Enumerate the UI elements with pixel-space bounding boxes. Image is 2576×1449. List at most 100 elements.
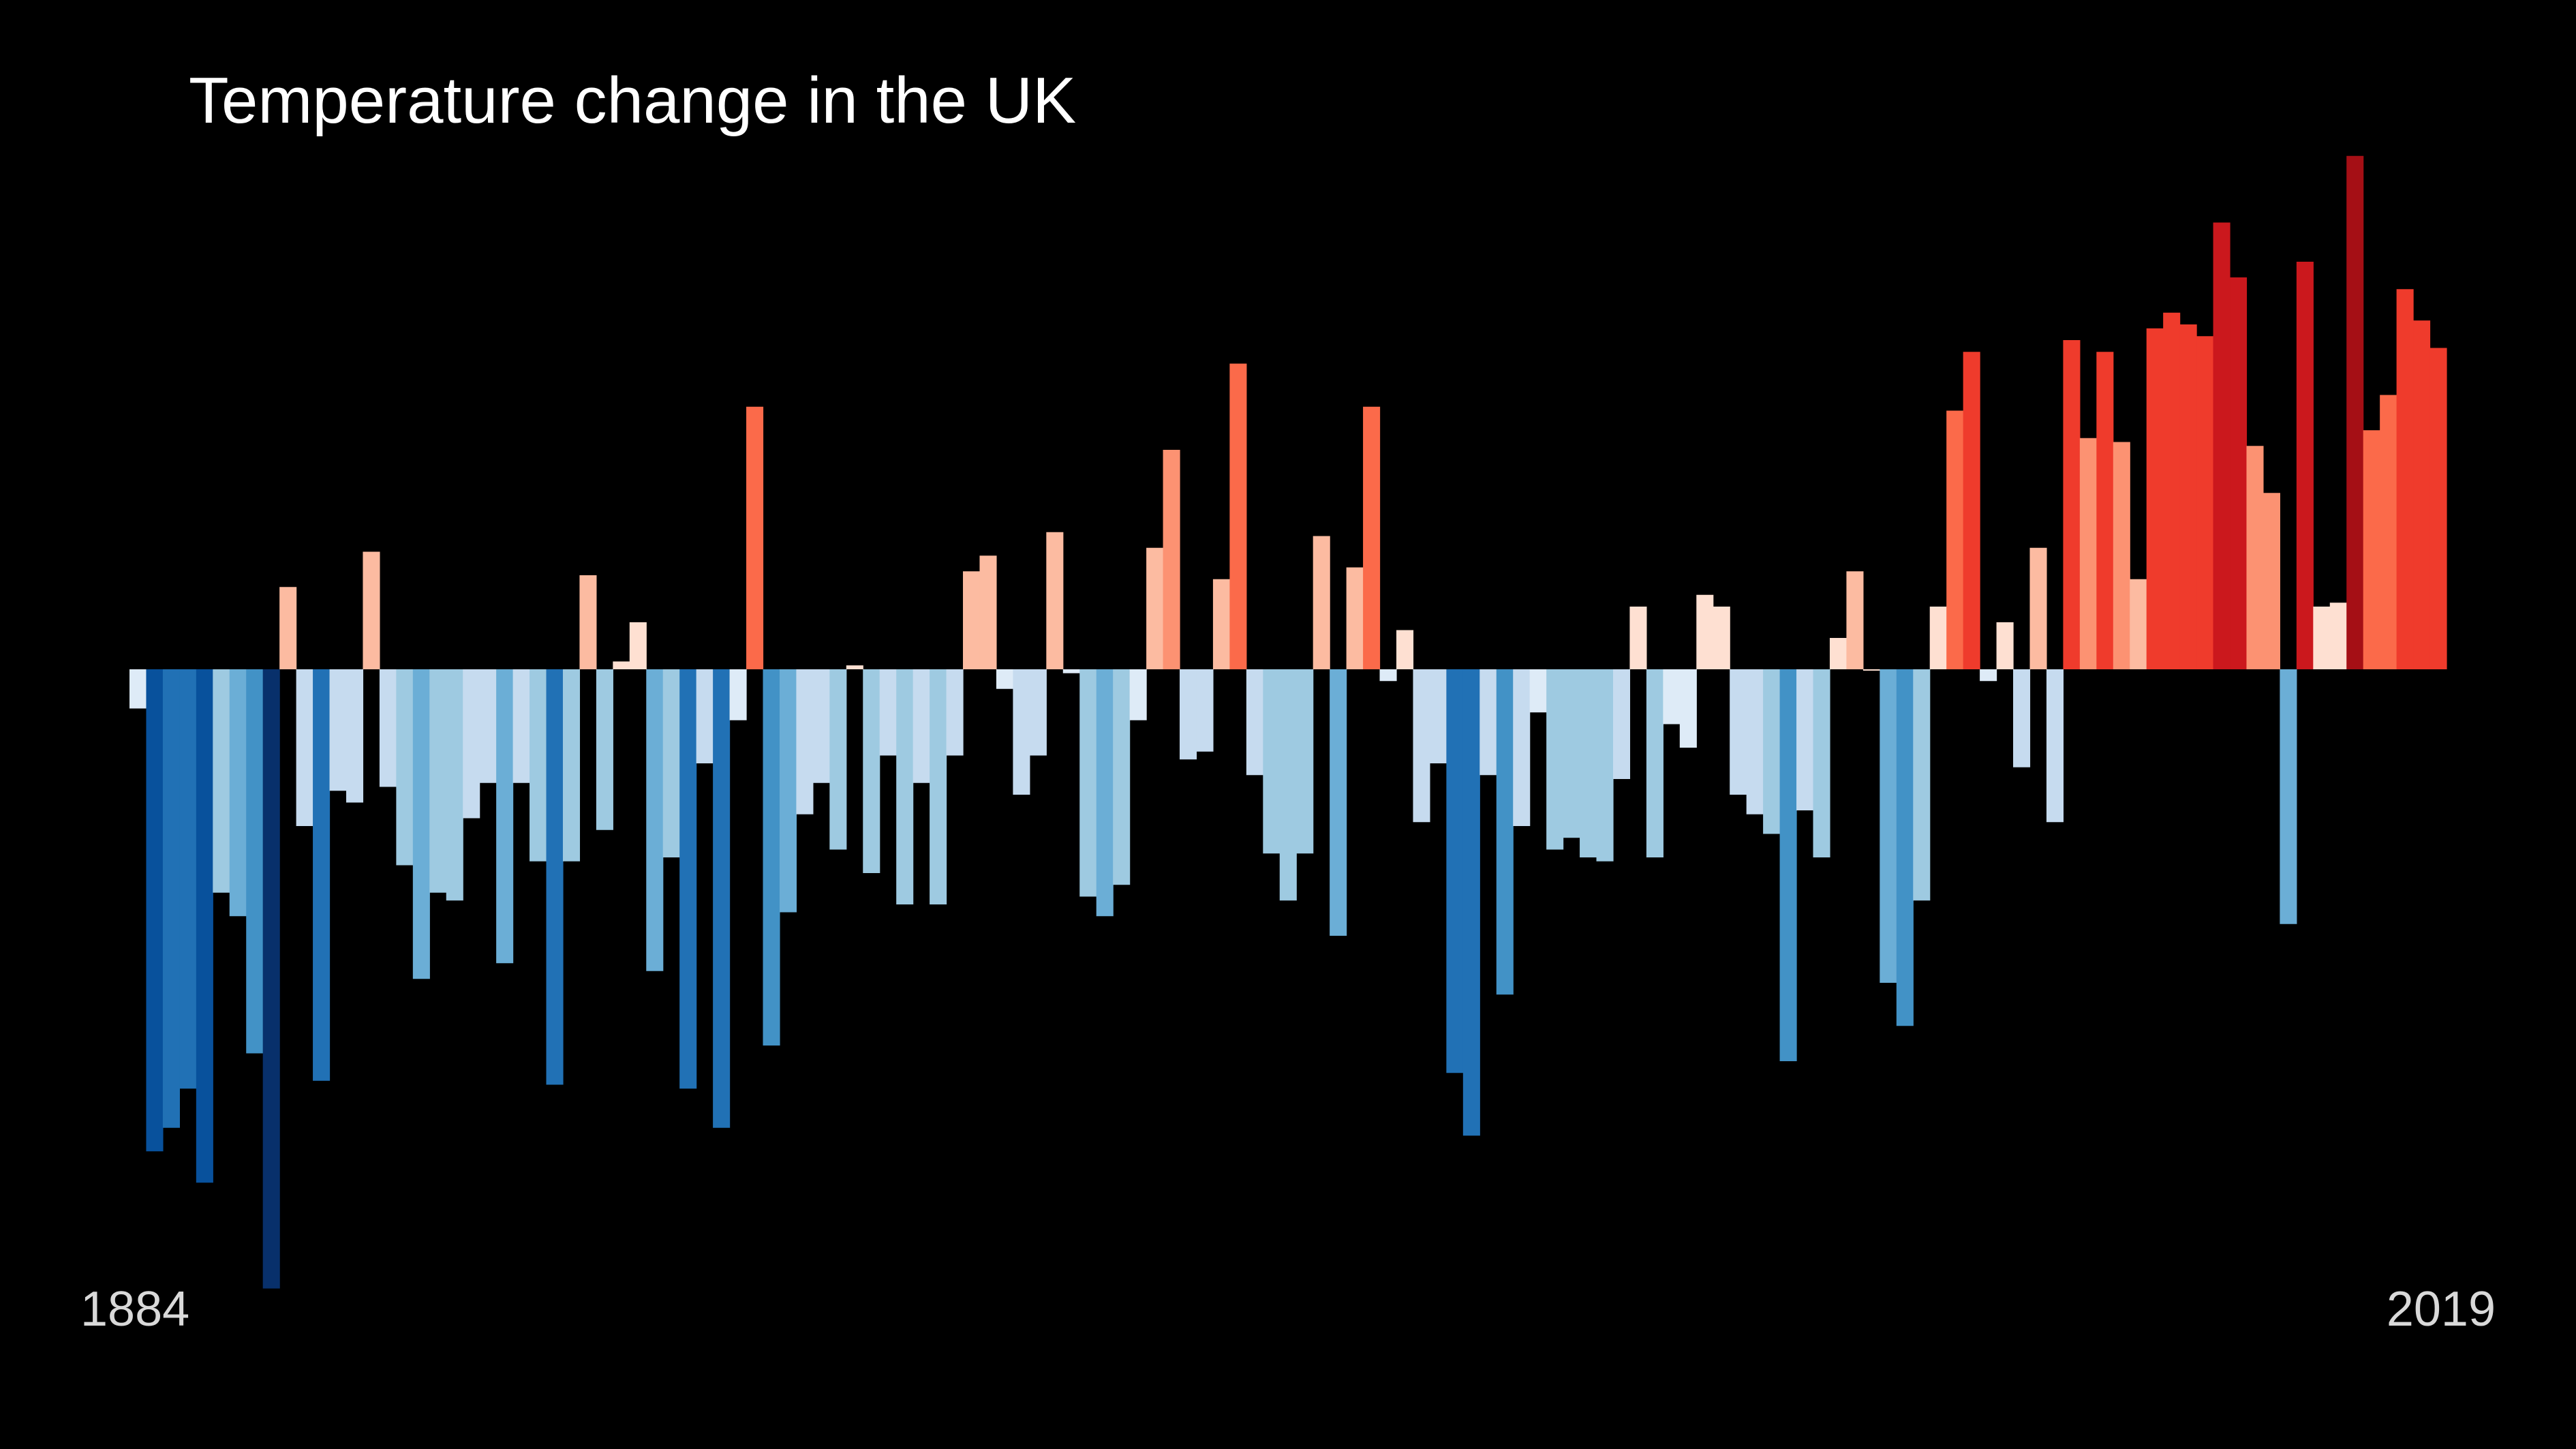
bar-1971 (1580, 669, 1597, 857)
bar-1977 (1679, 669, 1697, 748)
bar-1953 (1279, 669, 1297, 901)
bar-1967 (1513, 669, 1531, 826)
bar-1909 (546, 669, 564, 1085)
bar-1893 (279, 587, 297, 669)
bar-1919 (713, 669, 731, 1128)
bar-2022 (2429, 348, 2447, 669)
bar-1964 (1462, 669, 1480, 1136)
bar-1915 (646, 669, 664, 971)
bar-1982 (1763, 669, 1781, 834)
bar-1906 (496, 669, 514, 964)
bar-2009 (2213, 222, 2230, 669)
bar-1979 (1713, 607, 1730, 669)
bar-1913 (613, 661, 630, 669)
bar-1942 (1096, 669, 1114, 917)
chart-title: Temperature change in the UK (189, 64, 1077, 137)
x-end-label: 2019 (2386, 1282, 2496, 1337)
bar-1947 (1180, 669, 1197, 760)
bar-1916 (662, 669, 680, 857)
bar-2019 (2380, 395, 2397, 669)
bar-1898 (363, 551, 380, 669)
bar-1983 (1779, 669, 1797, 1061)
bar-1895 (313, 669, 331, 1081)
bar-2017 (2346, 155, 2364, 669)
bar-1933 (946, 669, 964, 756)
bar-1917 (679, 669, 697, 1089)
bar-1918 (696, 669, 714, 763)
bar-1934 (963, 571, 981, 669)
bar-2018 (2363, 430, 2380, 669)
bar-1914 (629, 622, 647, 669)
bar-1963 (1446, 669, 1464, 1073)
bar-1892 (262, 669, 280, 1289)
bar-1992 (1929, 607, 1947, 669)
bar-1998 (2029, 547, 2047, 669)
bar-1911 (579, 575, 597, 669)
bar-1889 (213, 669, 230, 893)
bar-1990 (1896, 669, 1914, 1026)
bar-1908 (530, 669, 547, 861)
bar-1986 (1829, 638, 1847, 669)
bar-1929 (879, 669, 897, 756)
bar-1985 (1813, 669, 1830, 857)
bar-1966 (1496, 669, 1514, 995)
bar-1924 (796, 669, 814, 814)
bar-1989 (1880, 669, 1897, 983)
bar-1941 (1079, 669, 1097, 897)
bar-1910 (562, 669, 581, 861)
bar-2003 (2113, 442, 2130, 669)
bar-1888 (196, 669, 213, 1183)
bar-2015 (2313, 607, 2331, 669)
bar-1999 (2046, 669, 2064, 823)
bar-1960 (1396, 630, 1414, 669)
bar-1930 (896, 669, 914, 904)
bar-1959 (1379, 669, 1397, 682)
bar-1943 (1113, 669, 1131, 885)
bar-2013 (2280, 669, 2297, 924)
bar-2016 (2329, 603, 2347, 669)
bar-2010 (2230, 277, 2248, 669)
bar-1975 (1646, 669, 1663, 857)
bars-group (129, 155, 2447, 1289)
bar-1961 (1413, 669, 1430, 823)
bar-1950 (1229, 363, 1247, 669)
bar-1946 (1163, 450, 1180, 669)
bar-1956 (1330, 669, 1347, 936)
bar-1921 (746, 406, 764, 669)
bar-1922 (763, 669, 780, 1046)
bar-1970 (1563, 669, 1580, 838)
bar-1980 (1730, 669, 1747, 795)
bar-1973 (1612, 669, 1631, 779)
bar-1903 (446, 669, 463, 901)
bar-1949 (1212, 579, 1230, 669)
bar-1899 (379, 669, 397, 787)
bar-1987 (1846, 571, 1864, 669)
bar-1907 (512, 669, 530, 783)
bar-1944 (1129, 669, 1147, 720)
bar-1958 (1363, 406, 1381, 669)
bar-1994 (1963, 352, 1980, 669)
bar-1969 (1546, 669, 1564, 850)
bar-2008 (2196, 336, 2214, 669)
bar-1968 (1529, 669, 1547, 713)
bar-1996 (1996, 622, 2014, 669)
bar-1926 (829, 669, 847, 850)
bar-1896 (329, 669, 347, 791)
bar-1891 (246, 669, 264, 1054)
bar-1885 (146, 669, 164, 1152)
bar-1981 (1746, 669, 1764, 814)
bar-1937 (1013, 669, 1030, 795)
bar-2006 (2163, 312, 2181, 669)
bar-1900 (396, 669, 414, 866)
bar-2007 (2179, 324, 2197, 669)
bar-1890 (229, 669, 247, 917)
bar-2020 (2396, 289, 2414, 669)
bar-2021 (2413, 320, 2431, 669)
bar-1894 (296, 669, 313, 826)
bar-1952 (1263, 669, 1281, 854)
bar-1928 (863, 669, 880, 873)
x-start-label: 1884 (80, 1282, 190, 1337)
bar-1978 (1696, 594, 1714, 669)
bar-1951 (1246, 669, 1263, 776)
bar-1962 (1429, 669, 1447, 763)
